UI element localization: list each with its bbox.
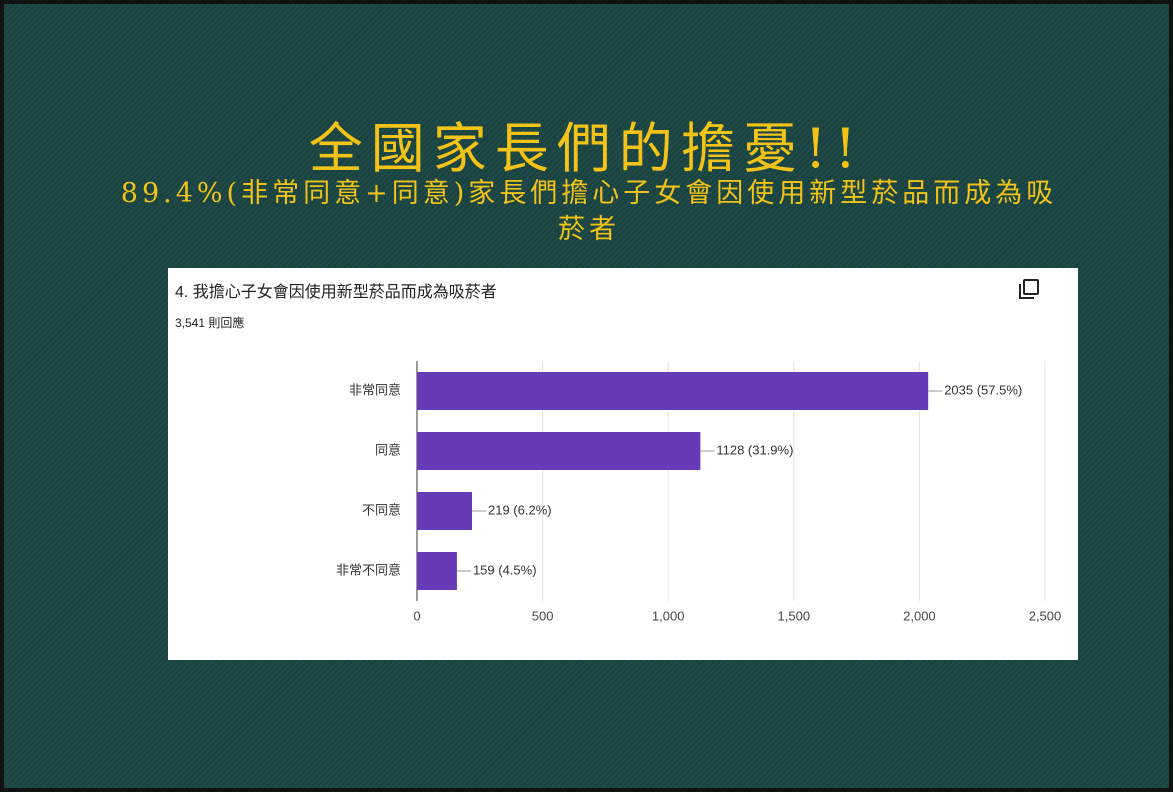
- chart-title: 4. 我擔心子女會因使用新型菸品而成為吸菸者: [175, 282, 497, 301]
- x-tick-label: 0: [413, 608, 420, 623]
- y-tick-label: 非常同意: [349, 382, 401, 397]
- y-tick-label: 非常不同意: [336, 562, 401, 577]
- value-label: 219 (6.2%): [488, 502, 552, 517]
- value-label: 1128 (31.9%): [716, 442, 793, 457]
- bar: [417, 492, 473, 530]
- x-tick-label: 1,000: [652, 608, 685, 623]
- y-tick-label: 同意: [375, 442, 401, 457]
- chart-subtitle: 3,541 則回應: [175, 315, 244, 330]
- bar: [417, 552, 457, 590]
- slide-subtitle: 89.4%(非常同意+同意)家長們擔心子女會因使用新型菸品而成為吸菸者: [120, 178, 1058, 245]
- x-tick-label: 500: [532, 608, 554, 623]
- y-tick-label: 不同意: [362, 502, 401, 517]
- copy-icon[interactable]: [1019, 279, 1039, 299]
- bar: [417, 432, 701, 470]
- value-label: 2035 (57.5%): [944, 382, 1022, 397]
- slide-title: 全國家長們的擔憂!!: [308, 117, 865, 180]
- bar: [417, 372, 929, 410]
- x-tick-label: 2,500: [1029, 608, 1062, 623]
- value-label: 159 (4.5%): [473, 562, 537, 577]
- x-tick-label: 1,500: [778, 608, 811, 623]
- x-tick-label: 2,000: [903, 608, 936, 623]
